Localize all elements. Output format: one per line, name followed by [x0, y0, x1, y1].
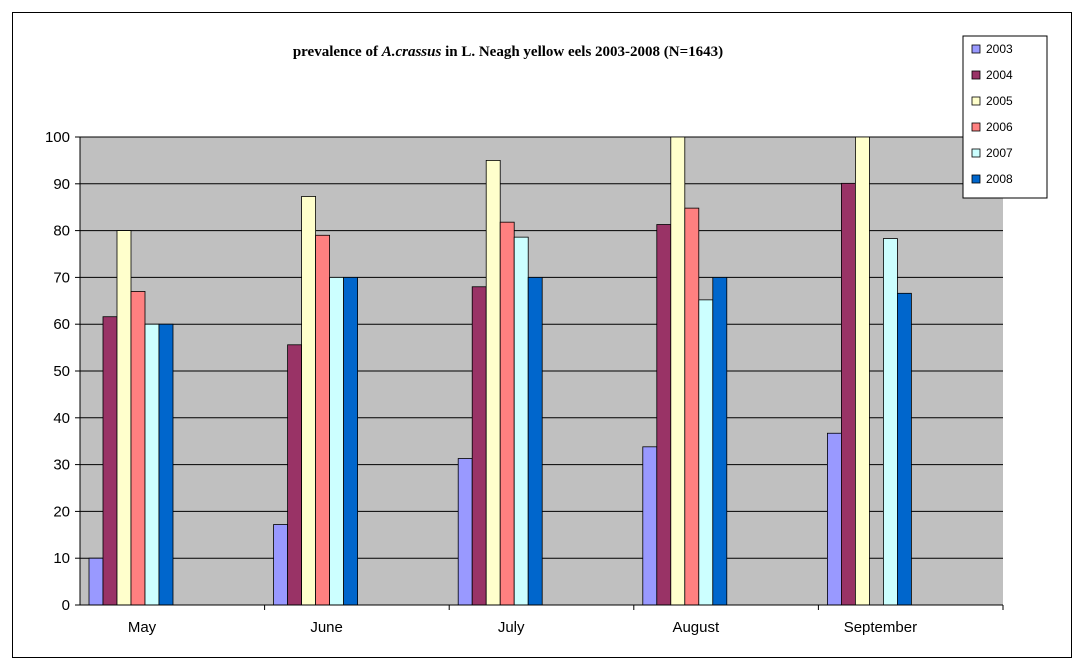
legend-label-2005: 2005: [986, 94, 1013, 108]
legend-label-2006: 2006: [986, 120, 1013, 134]
bar-2006-July: [499, 221, 515, 606]
bar-2008-May: [158, 323, 174, 606]
bar-2005-August: [670, 136, 686, 606]
legend-swatch-2007: [971, 148, 981, 158]
bar-2005-May: [116, 230, 132, 606]
x-tick-label: June: [310, 619, 343, 636]
bar-2007-June: [329, 276, 345, 606]
bar-2007-August: [698, 299, 714, 606]
bar-2004-May: [102, 316, 118, 606]
y-tick-label: 90: [53, 176, 70, 193]
chart-title-species: A.crassus: [381, 44, 442, 60]
bar-2005-September: [855, 136, 870, 606]
bar-2003-July: [457, 458, 473, 606]
legend-label-2003: 2003: [986, 42, 1013, 56]
bar-2007-May: [144, 323, 160, 606]
x-tick-label: July: [498, 619, 525, 636]
legend-label-2007: 2007: [986, 146, 1013, 160]
bar-2008-September: [897, 292, 912, 606]
legend-swatch-2005: [971, 96, 981, 106]
legend-swatch-2003: [971, 44, 981, 54]
legend-swatch-2008: [971, 174, 981, 184]
y-tick-label: 10: [53, 550, 70, 567]
bar-2005-July: [485, 159, 501, 606]
y-tick-label: 20: [53, 503, 70, 520]
legend-swatch-2006: [971, 122, 981, 132]
chart-title: prevalence of A.crassus in L. Neagh yell…: [293, 44, 723, 60]
bar-2004-July: [471, 286, 487, 606]
x-tick-label: September: [844, 619, 917, 636]
bar-2008-August: [712, 276, 728, 606]
bar-2004-September: [841, 182, 856, 606]
y-tick-label: 30: [53, 457, 70, 474]
y-tick-label: 60: [53, 316, 70, 333]
bar-2003-September: [827, 432, 842, 606]
legend-label-2008: 2008: [986, 172, 1013, 186]
x-tick-label: August: [672, 619, 720, 636]
bar-2007-July: [513, 236, 529, 606]
bar-2006-August: [684, 207, 700, 606]
y-tick-label: 70: [53, 269, 70, 286]
y-tick-label: 0: [62, 597, 70, 614]
chart-title-part-1: prevalence of: [293, 44, 382, 60]
bar-2008-July: [527, 276, 543, 606]
y-tick-label: 100: [45, 129, 70, 146]
bar-2004-August: [656, 224, 672, 606]
bar-2005-June: [301, 196, 317, 606]
bar-2006-June: [315, 234, 331, 606]
y-tick-label: 80: [53, 223, 70, 240]
bar-2008-June: [343, 276, 359, 606]
bar-2007-September: [883, 238, 898, 606]
legend-label-2004: 2004: [986, 68, 1013, 82]
bar-2003-June: [273, 524, 289, 606]
legend-swatch-2004: [971, 70, 981, 80]
chart-title-part-3: in L. Neagh yellow eels 2003-2008 (N=164…: [441, 44, 723, 60]
bar-2004-June: [287, 344, 303, 606]
bar-2003-August: [642, 446, 658, 606]
y-tick-label: 50: [53, 363, 70, 380]
bar-2006-May: [130, 291, 146, 606]
x-tick-label: May: [128, 619, 157, 636]
bar-2003-May: [88, 557, 104, 606]
y-tick-label: 40: [53, 410, 70, 427]
legend-box: [962, 35, 1048, 199]
